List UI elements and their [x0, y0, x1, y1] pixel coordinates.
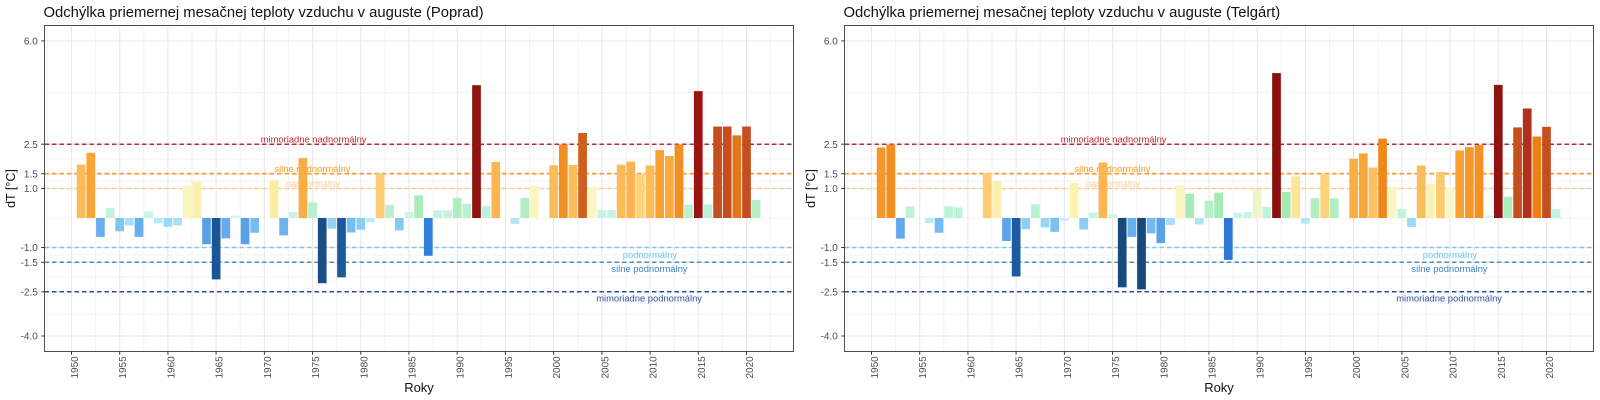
svg-text:nadnormálny: nadnormálny: [1086, 178, 1141, 189]
svg-text:1960: 1960: [166, 356, 177, 379]
svg-text:podnormálny: podnormálny: [1423, 249, 1478, 260]
svg-text:1.0: 1.0: [824, 184, 838, 195]
svg-text:6.0: 6.0: [824, 37, 838, 48]
svg-text:dT [°C]: dT [°C]: [804, 169, 818, 208]
svg-text:1.5: 1.5: [24, 169, 38, 180]
svg-text:2005: 2005: [1400, 356, 1411, 379]
svg-text:podnormálny: podnormálny: [623, 249, 678, 260]
svg-text:mimoriadne podnormálny: mimoriadne podnormálny: [596, 293, 702, 304]
svg-text:1955: 1955: [118, 356, 129, 379]
svg-text:1980: 1980: [359, 356, 370, 379]
svg-text:Roky: Roky: [404, 380, 434, 395]
svg-text:-1.0: -1.0: [21, 243, 39, 254]
svg-text:mimoriadne nadnormálny: mimoriadne nadnormálny: [1061, 133, 1167, 144]
svg-text:1950: 1950: [870, 356, 881, 379]
svg-text:1970: 1970: [263, 356, 274, 379]
svg-text:2.5: 2.5: [824, 140, 838, 151]
svg-text:silne nadnormálny: silne nadnormálny: [274, 163, 350, 174]
svg-text:2.5: 2.5: [24, 140, 38, 151]
svg-text:1.0: 1.0: [24, 184, 38, 195]
svg-text:dT [°C]: dT [°C]: [4, 169, 18, 208]
svg-text:1985: 1985: [408, 356, 419, 379]
svg-text:silne nadnormálny: silne nadnormálny: [1074, 163, 1150, 174]
svg-text:1965: 1965: [1015, 356, 1026, 379]
svg-text:-2.5: -2.5: [21, 287, 39, 298]
svg-text:1995: 1995: [504, 356, 515, 379]
svg-text:-1.5: -1.5: [21, 258, 39, 269]
svg-text:-2.5: -2.5: [821, 287, 839, 298]
svg-text:Odchýlka priemernej mesačnej t: Odchýlka priemernej mesačnej teploty vzd…: [844, 5, 1281, 21]
svg-text:mimoriadne podnormálny: mimoriadne podnormálny: [1396, 293, 1502, 304]
svg-text:1965: 1965: [215, 356, 226, 379]
svg-text:2015: 2015: [697, 356, 708, 379]
svg-text:2000: 2000: [552, 356, 563, 379]
svg-text:silne podnormálny: silne podnormálny: [1411, 263, 1487, 274]
svg-text:Roky: Roky: [1204, 380, 1234, 395]
svg-text:1995: 1995: [1304, 356, 1315, 379]
svg-text:1985: 1985: [1208, 356, 1219, 379]
svg-text:2020: 2020: [745, 356, 756, 379]
svg-text:-4.0: -4.0: [821, 332, 839, 343]
svg-text:1970: 1970: [1063, 356, 1074, 379]
svg-text:silne podnormálny: silne podnormálny: [611, 263, 687, 274]
svg-text:1975: 1975: [1111, 356, 1122, 379]
svg-text:2015: 2015: [1497, 356, 1508, 379]
svg-text:1980: 1980: [1159, 356, 1170, 379]
svg-text:mimoriadne nadnormálny: mimoriadne nadnormálny: [261, 133, 367, 144]
svg-text:2005: 2005: [600, 356, 611, 379]
svg-text:1975: 1975: [311, 356, 322, 379]
svg-text:1.5: 1.5: [824, 169, 838, 180]
svg-text:1990: 1990: [456, 356, 467, 379]
svg-text:1960: 1960: [966, 356, 977, 379]
svg-text:1950: 1950: [70, 356, 81, 379]
svg-text:2010: 2010: [649, 356, 660, 379]
svg-text:nadnormálny: nadnormálny: [286, 178, 341, 189]
svg-text:6.0: 6.0: [24, 37, 38, 48]
svg-text:2010: 2010: [1449, 356, 1460, 379]
svg-text:-1.5: -1.5: [821, 258, 839, 269]
svg-text:1990: 1990: [1256, 356, 1267, 379]
svg-text:2020: 2020: [1545, 356, 1556, 379]
svg-text:-4.0: -4.0: [21, 332, 39, 343]
svg-text:2000: 2000: [1352, 356, 1363, 379]
svg-text:1955: 1955: [918, 356, 929, 379]
svg-text:-1.0: -1.0: [821, 243, 839, 254]
svg-text:Odchýlka priemernej mesačnej t: Odchýlka priemernej mesačnej teploty vzd…: [44, 5, 484, 21]
